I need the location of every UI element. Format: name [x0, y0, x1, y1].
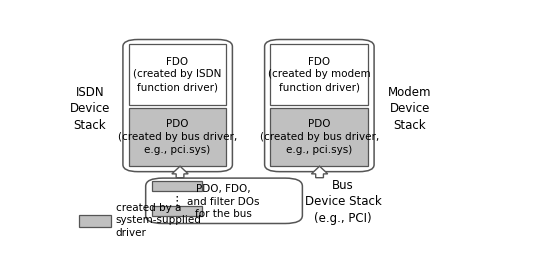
Bar: [270, 108, 368, 166]
Text: PDO
(created by bus driver,
e.g., pci.sys): PDO (created by bus driver, e.g., pci.sy…: [259, 119, 379, 155]
Bar: [79, 215, 111, 227]
Text: FDO
(created by ISDN
function driver): FDO (created by ISDN function driver): [134, 57, 222, 92]
Text: FDO
(created by modem
function driver): FDO (created by modem function driver): [268, 57, 371, 92]
Polygon shape: [311, 166, 328, 178]
Bar: [129, 43, 227, 105]
Text: Modem
Device
Stack: Modem Device Stack: [388, 85, 432, 132]
Text: PDO, FDO,
and filter DOs
for the bus: PDO, FDO, and filter DOs for the bus: [187, 184, 259, 219]
Text: ISDN
Device
Stack: ISDN Device Stack: [70, 85, 110, 132]
Polygon shape: [172, 166, 188, 178]
FancyBboxPatch shape: [123, 40, 233, 172]
Bar: [152, 206, 202, 216]
Text: Bus
Device Stack
(e.g., PCI): Bus Device Stack (e.g., PCI): [305, 178, 382, 225]
Text: PDO
(created by bus driver,
e.g., pci.sys): PDO (created by bus driver, e.g., pci.sy…: [118, 119, 237, 155]
Bar: [270, 43, 368, 105]
Text: created by a
system-supplied
driver: created by a system-supplied driver: [116, 203, 202, 238]
FancyBboxPatch shape: [146, 178, 302, 223]
FancyBboxPatch shape: [265, 40, 374, 172]
Text: ⋮: ⋮: [171, 195, 183, 208]
Bar: [152, 181, 202, 191]
Bar: [129, 108, 227, 166]
